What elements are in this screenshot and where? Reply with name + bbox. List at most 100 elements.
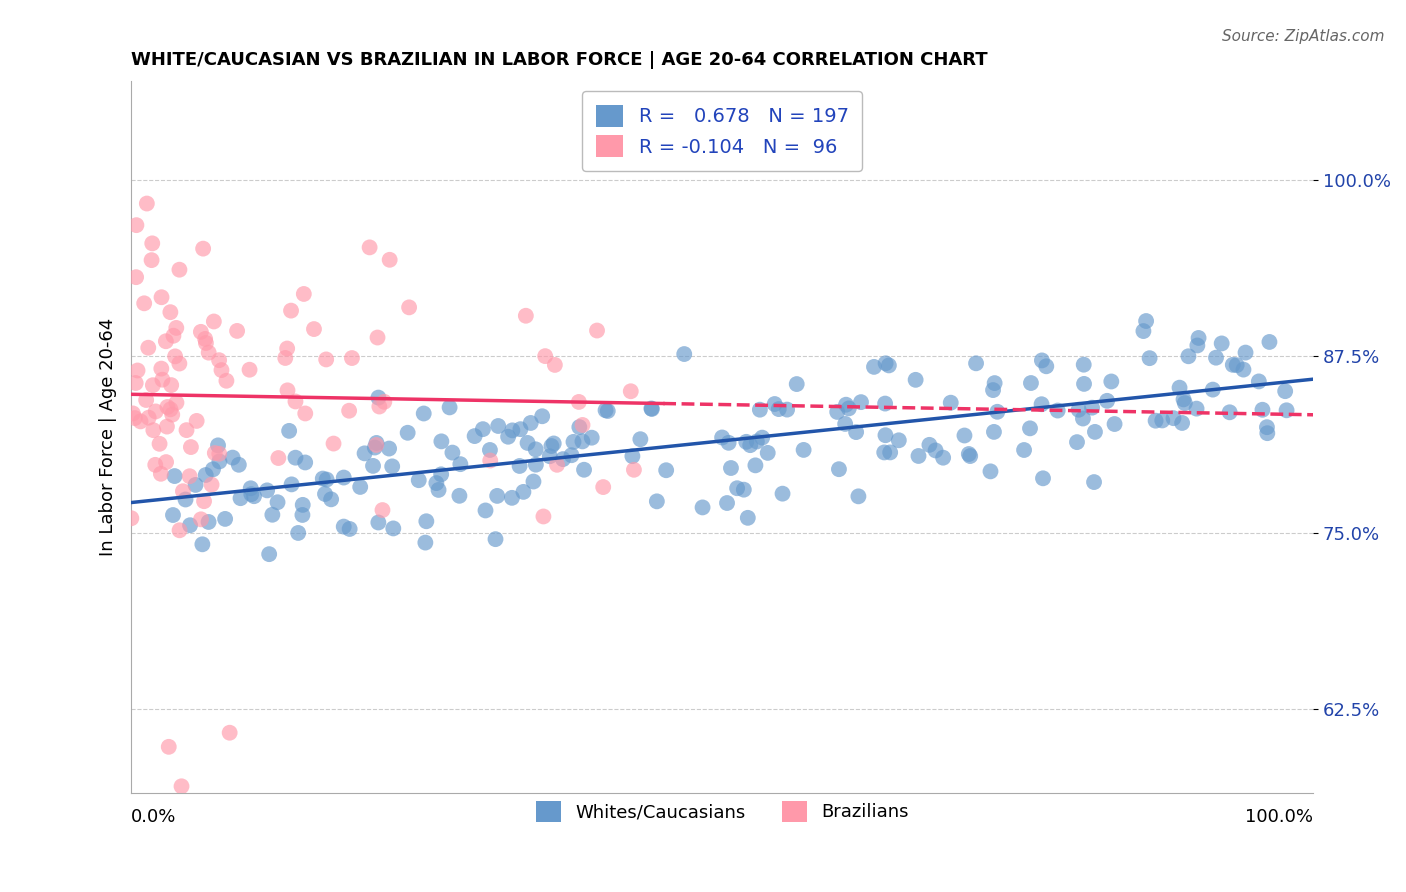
- Point: [496, 430, 519, 444]
- Point: [155, 334, 177, 349]
- Point: [129, 414, 152, 428]
- Point: [274, 351, 297, 365]
- Point: [194, 468, 217, 483]
- Point: [516, 436, 538, 450]
- Point: [162, 408, 184, 422]
- Point: [378, 252, 401, 267]
- Point: [768, 402, 790, 417]
- Point: [415, 514, 437, 528]
- Point: [276, 342, 298, 356]
- Point: [959, 449, 981, 463]
- Point: [1139, 351, 1161, 366]
- Point: [294, 407, 316, 421]
- Point: [640, 401, 662, 416]
- Point: [877, 359, 900, 373]
- Text: 100.0%: 100.0%: [1246, 807, 1313, 826]
- Point: [1083, 475, 1105, 489]
- Point: [156, 419, 179, 434]
- Point: [221, 450, 243, 465]
- Point: [256, 483, 278, 498]
- Point: [1226, 358, 1249, 372]
- Point: [191, 242, 214, 256]
- Point: [1019, 421, 1042, 435]
- Point: [284, 394, 307, 409]
- Point: [149, 467, 172, 481]
- Point: [138, 410, 160, 425]
- Point: [522, 475, 544, 489]
- Point: [148, 437, 170, 451]
- Point: [1084, 425, 1107, 439]
- Legend: Whites/Caucasians, Brazilians: Whites/Caucasians, Brazilians: [523, 788, 921, 834]
- Point: [197, 345, 219, 359]
- Point: [848, 489, 870, 503]
- Point: [763, 397, 786, 411]
- Point: [1066, 435, 1088, 450]
- Point: [979, 464, 1001, 478]
- Point: [748, 402, 770, 417]
- Point: [1104, 417, 1126, 431]
- Point: [1234, 345, 1257, 359]
- Point: [127, 363, 149, 377]
- Point: [439, 401, 461, 415]
- Point: [1177, 349, 1199, 363]
- Text: WHITE/CAUCASIAN VS BRAZILIAN IN LABOR FORCE | AGE 20-64 CORRELATION CHART: WHITE/CAUCASIAN VS BRAZILIAN IN LABOR FO…: [131, 51, 988, 69]
- Point: [398, 301, 420, 315]
- Point: [1019, 376, 1042, 390]
- Point: [124, 411, 146, 425]
- Point: [986, 405, 1008, 419]
- Point: [174, 492, 197, 507]
- Point: [1067, 402, 1090, 417]
- Point: [125, 270, 148, 285]
- Point: [834, 417, 856, 431]
- Point: [924, 443, 946, 458]
- Point: [367, 330, 389, 344]
- Point: [568, 420, 591, 434]
- Point: [1256, 426, 1278, 441]
- Point: [1274, 384, 1296, 399]
- Point: [194, 336, 217, 351]
- Point: [1173, 392, 1195, 407]
- Point: [339, 522, 361, 536]
- Point: [430, 467, 453, 482]
- Point: [441, 445, 464, 459]
- Point: [136, 341, 159, 355]
- Point: [315, 473, 337, 487]
- Point: [179, 469, 201, 483]
- Point: [543, 436, 565, 450]
- Point: [1132, 324, 1154, 338]
- Point: [751, 431, 773, 445]
- Point: [353, 446, 375, 460]
- Point: [382, 521, 405, 535]
- Point: [592, 480, 614, 494]
- Point: [202, 314, 225, 328]
- Point: [193, 494, 215, 508]
- Point: [215, 374, 238, 388]
- Point: [197, 515, 219, 529]
- Point: [623, 463, 645, 477]
- Point: [159, 305, 181, 319]
- Point: [1251, 402, 1274, 417]
- Point: [1247, 375, 1270, 389]
- Point: [364, 441, 387, 455]
- Point: [786, 377, 808, 392]
- Point: [1135, 314, 1157, 328]
- Point: [152, 373, 174, 387]
- Point: [486, 489, 509, 503]
- Point: [512, 484, 534, 499]
- Point: [1073, 376, 1095, 391]
- Point: [1168, 381, 1191, 395]
- Point: [733, 483, 755, 497]
- Point: [879, 445, 901, 459]
- Point: [1073, 358, 1095, 372]
- Point: [276, 384, 298, 398]
- Point: [190, 325, 212, 339]
- Point: [571, 417, 593, 432]
- Point: [191, 537, 214, 551]
- Point: [838, 401, 860, 416]
- Point: [186, 414, 208, 428]
- Point: [1144, 414, 1167, 428]
- Point: [120, 511, 142, 525]
- Point: [965, 356, 987, 370]
- Point: [887, 434, 910, 448]
- Point: [302, 322, 325, 336]
